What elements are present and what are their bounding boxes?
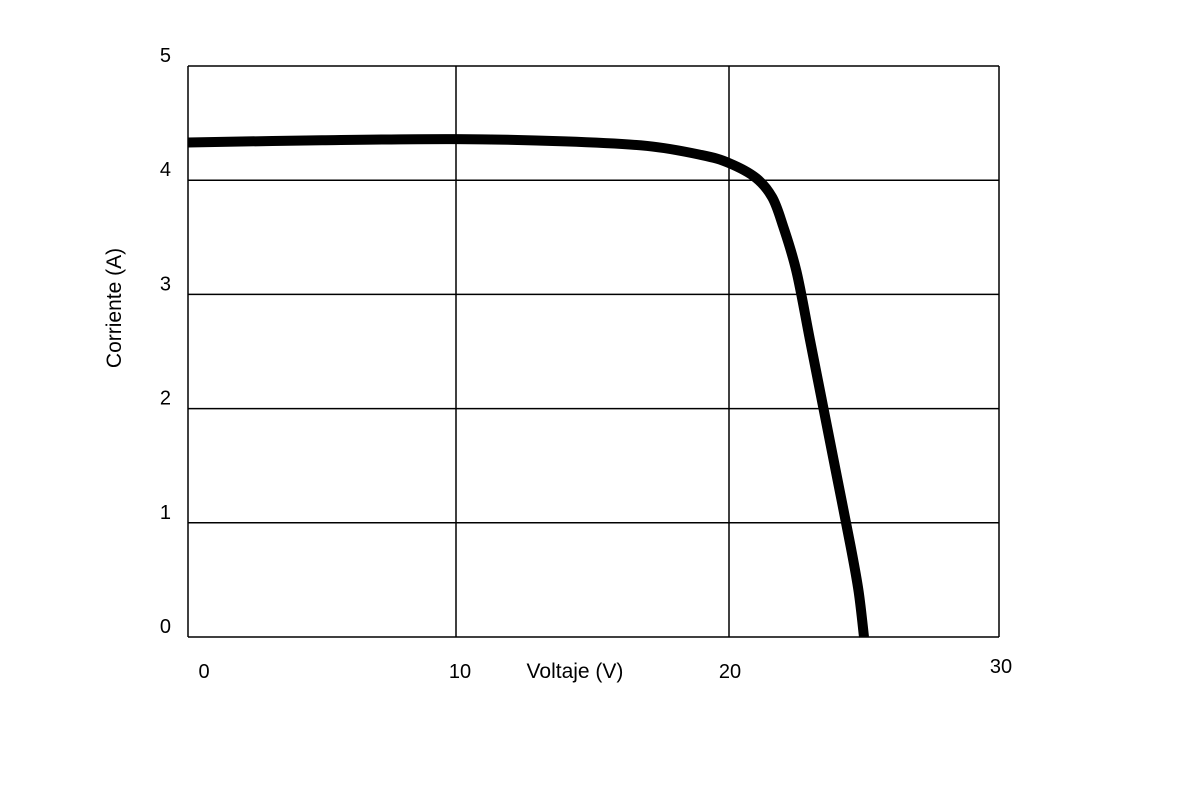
grid-lines <box>187 65 1000 638</box>
series-line-0 <box>187 134 869 638</box>
y-tick-label-0: 0 <box>160 616 171 638</box>
x-axis-title: Voltaje (V) <box>527 660 624 683</box>
y-tick-label-2: 2 <box>160 388 171 410</box>
tick-labels: 0 10 20 30 0 1 2 3 4 5 <box>160 45 1012 683</box>
x-tick-label-30: 30 <box>990 656 1012 678</box>
y-tick-label-4: 4 <box>160 159 171 181</box>
x-tick-label-20: 20 <box>719 661 741 683</box>
x-tick-label-10: 10 <box>449 661 471 683</box>
x-tick-label-0: 0 <box>198 661 209 683</box>
y-tick-label-1: 1 <box>160 502 171 524</box>
y-tick-label-3: 3 <box>160 273 171 295</box>
series-layer <box>187 134 869 638</box>
y-tick-label-5: 5 <box>160 45 171 67</box>
y-axis-title: Corriente (A) <box>103 248 126 368</box>
